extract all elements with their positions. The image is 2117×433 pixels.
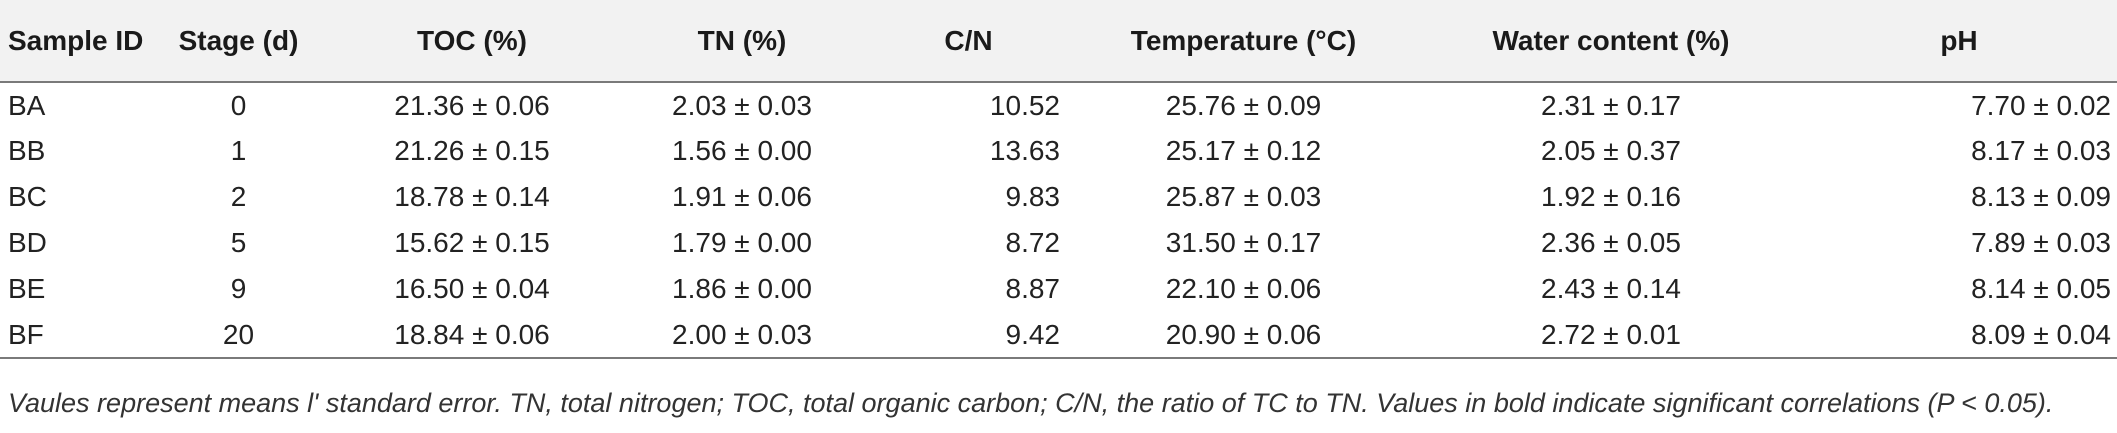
cell-stage: 2 <box>230 181 247 212</box>
header-water-content: Water content (%) <box>1421 0 1801 83</box>
cell-sample-id: BB <box>8 135 46 166</box>
table-row: BB 1 21.26 ± 0.15 1.56 ± 0.00 13.63 25.1… <box>0 128 2117 174</box>
cell-water-content: 2.05 ± 0.37 <box>1541 135 1681 166</box>
cell-ph: 8.13 ± 0.09 <box>1971 181 2111 212</box>
table-row: BC 2 18.78 ± 0.14 1.91 ± 0.06 9.83 25.87… <box>0 174 2117 220</box>
cell-temperature: 25.87 ± 0.03 <box>1165 181 1322 212</box>
cell-stage: 20 <box>146 312 331 359</box>
cell-temperature: 31.50 ± 0.17 <box>1165 227 1322 258</box>
cell-tn: 1.91 ± 0.06 <box>672 181 812 212</box>
cell-sample-id: BA <box>8 89 46 121</box>
table-row: BF 20 18.84 ± 0.06 2.00 ± 0.03 9.42 20.9… <box>0 312 2117 359</box>
cell-tn: 1.56 ± 0.00 <box>672 135 812 166</box>
cell-toc: 21.26 ± 0.15 <box>394 135 550 166</box>
table-row: BA 0 21.36 ± 0.06 2.03 ± 0.03 10.52 25.7… <box>0 82 2117 128</box>
data-table-container: Sample ID Stage (d) TOC (%) TN (%) C/N T… <box>0 0 2117 359</box>
cell-ph: 8.14 ± 0.05 <box>1971 273 2111 304</box>
cell-ph: 8.17 ± 0.03 <box>1971 135 2111 166</box>
table-row: BD 5 15.62 ± 0.15 1.79 ± 0.00 8.72 31.50… <box>0 220 2117 266</box>
header-stage: Stage (d) <box>146 0 331 83</box>
cell-water-content: 2.43 ± 0.14 <box>1541 273 1681 304</box>
header-tn: TN (%) <box>613 0 871 83</box>
cell-stage: 9 <box>230 273 247 304</box>
cell-ph: 7.70 ± 0.02 <box>1971 89 2111 121</box>
cell-cn: 10.52 <box>989 89 1060 121</box>
cell-tn: 1.86 ± 0.00 <box>672 273 812 304</box>
cell-water-content: 2.31 ± 0.17 <box>1541 89 1681 121</box>
cell-water-content: 2.36 ± 0.05 <box>1541 227 1681 258</box>
cell-toc: 18.78 ± 0.14 <box>394 181 550 212</box>
cell-temperature: 25.17 ± 0.12 <box>1165 135 1322 166</box>
header-cn: C/N <box>871 0 1066 83</box>
cell-stage: 0 <box>230 89 247 121</box>
cell-sample-id: BC <box>8 181 47 212</box>
cell-sample-id: BF <box>0 312 146 359</box>
cell-tn: 2.03 ± 0.03 <box>672 89 812 121</box>
cell-stage: 5 <box>230 227 247 258</box>
cell-water-content: 2.72 ± 0.01 <box>1421 312 1801 359</box>
cell-sample-id: BE <box>8 273 46 304</box>
cell-water-content: 1.92 ± 0.16 <box>1541 181 1681 212</box>
table-row: BE 9 16.50 ± 0.04 1.86 ± 0.00 8.87 22.10… <box>0 266 2117 312</box>
cell-toc: 18.84 ± 0.06 <box>331 312 613 359</box>
cell-tn: 1.79 ± 0.00 <box>672 227 812 258</box>
table-header-row: Sample ID Stage (d) TOC (%) TN (%) C/N T… <box>0 0 2117 83</box>
cell-tn: 2.00 ± 0.03 <box>613 312 871 359</box>
cell-temperature: 25.76 ± 0.09 <box>1165 89 1322 121</box>
cell-temperature: 22.10 ± 0.06 <box>1165 273 1322 304</box>
table-footnote: Vaules represent means l' standard error… <box>8 388 2054 418</box>
header-temperature: Temperature (°C) <box>1066 0 1421 83</box>
data-table: Sample ID Stage (d) TOC (%) TN (%) C/N T… <box>0 0 2117 359</box>
cell-stage: 1 <box>230 135 247 166</box>
cell-toc: 21.36 ± 0.06 <box>394 89 550 121</box>
cell-ph: 7.89 ± 0.03 <box>1971 227 2111 258</box>
cell-cn: 8.72 <box>1005 227 1061 258</box>
cell-cn: 9.83 <box>1005 181 1061 212</box>
cell-cn: 8.87 <box>1005 273 1061 304</box>
header-ph: pH <box>1801 0 2117 83</box>
cell-toc: 15.62 ± 0.15 <box>394 227 550 258</box>
cell-cn: 9.42 <box>871 312 1066 359</box>
header-sample-id: Sample ID <box>0 0 146 83</box>
header-toc: TOC (%) <box>331 0 613 83</box>
cell-toc: 16.50 ± 0.04 <box>394 273 550 304</box>
cell-sample-id: BD <box>8 227 47 258</box>
cell-cn: 13.63 <box>989 135 1060 166</box>
cell-temperature: 20.90 ± 0.06 <box>1066 312 1421 359</box>
cell-ph: 8.09 ± 0.04 <box>1801 312 2117 359</box>
